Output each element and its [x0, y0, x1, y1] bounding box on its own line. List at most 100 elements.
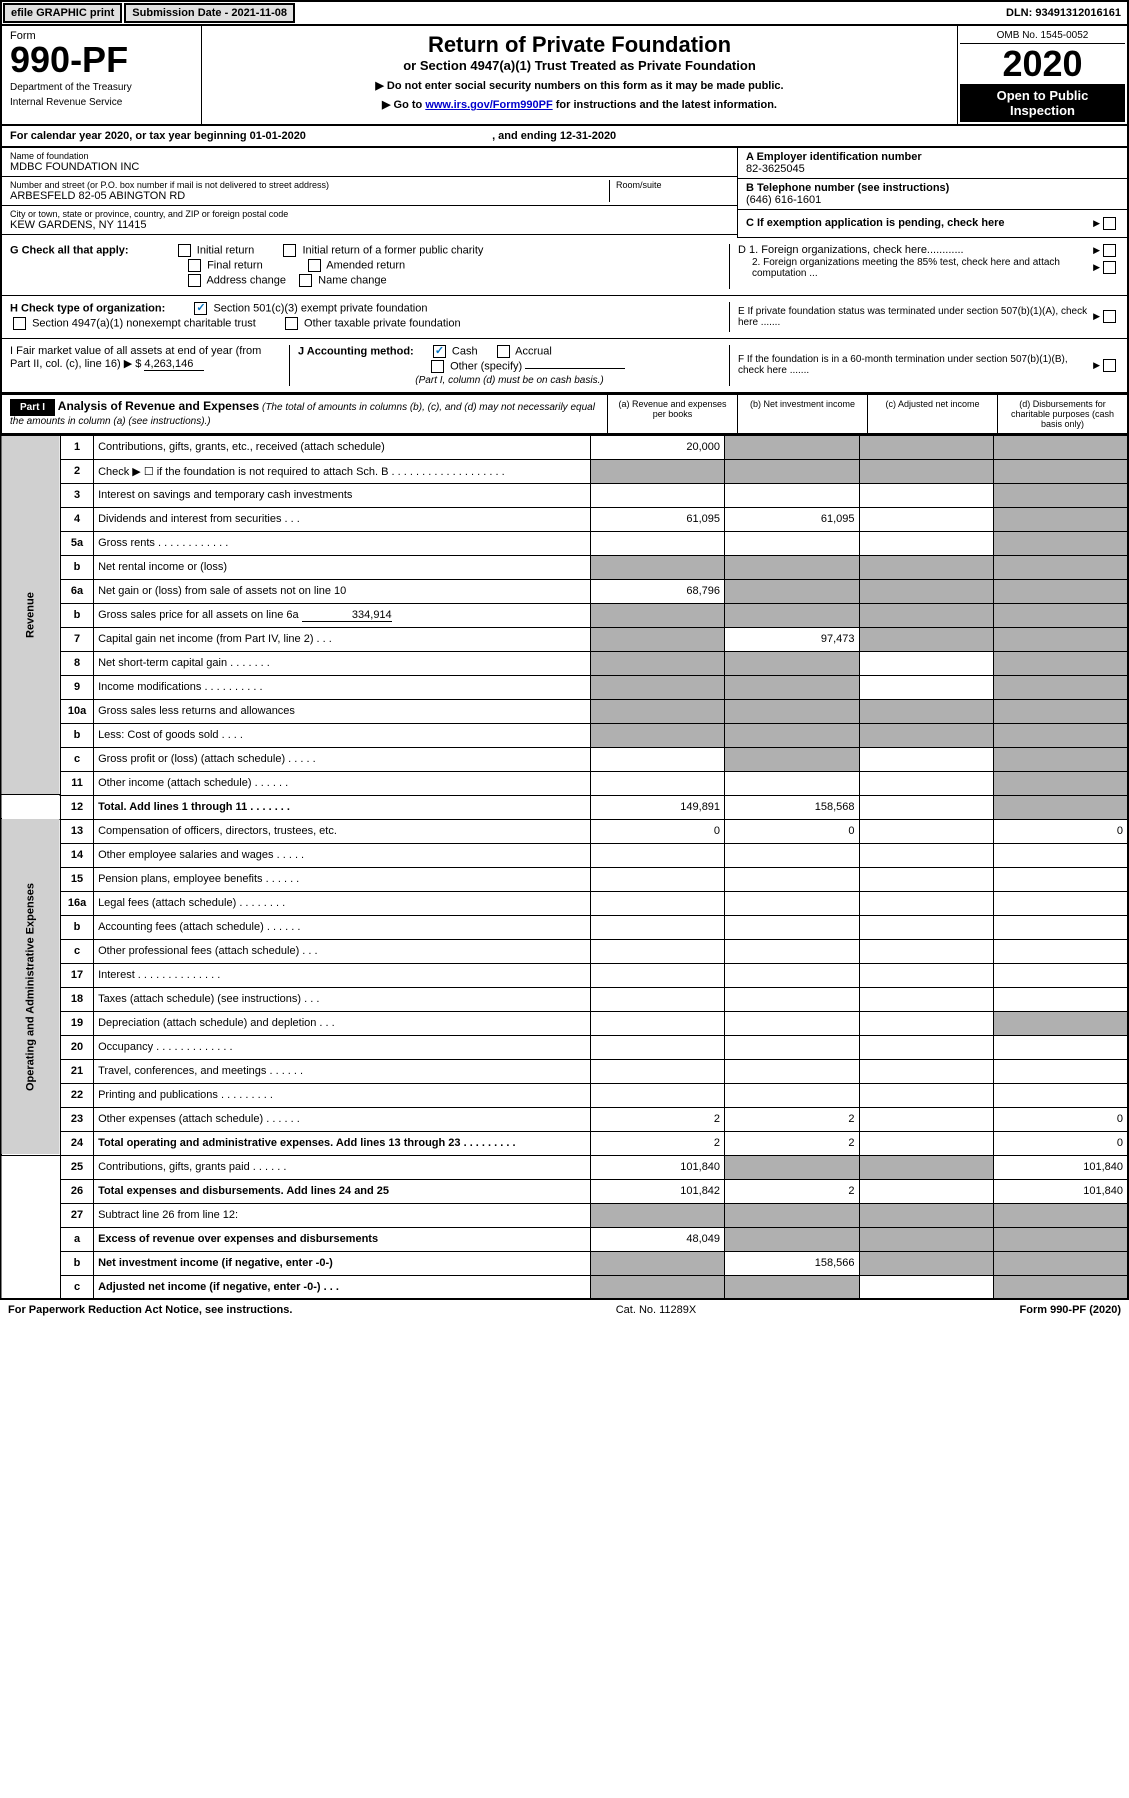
h-4947-label: Section 4947(a)(1) nonexempt charitable …: [32, 317, 256, 329]
col-a-value: [590, 699, 724, 723]
ein-cell: A Employer identification number 82-3625…: [738, 148, 1127, 179]
line-num: 14: [60, 843, 93, 867]
e-terminated-checkbox[interactable]: [1103, 310, 1116, 323]
col-d-value: [993, 627, 1128, 651]
g-d-section: G Check all that apply: Initial return I…: [0, 238, 1129, 296]
table-row: 11 Other income (attach schedule) . . . …: [1, 771, 1128, 795]
col-b-value: [725, 555, 859, 579]
line-num: 19: [60, 1011, 93, 1035]
col-c-value: [859, 699, 993, 723]
j-other-checkbox[interactable]: [431, 360, 444, 373]
col-c-value: [859, 603, 993, 627]
j-accrual-checkbox[interactable]: [497, 345, 510, 358]
col-b-value: [725, 531, 859, 555]
col-a-value: [590, 531, 724, 555]
table-row: aExcess of revenue over expenses and dis…: [1, 1227, 1128, 1251]
line-desc: Net investment income (if negative, ente…: [94, 1251, 591, 1275]
col-c-value: [859, 747, 993, 771]
line-num: 8: [60, 651, 93, 675]
col-c-value: [859, 507, 993, 531]
ssn-warning: ▶ Do not enter social security numbers o…: [208, 79, 951, 92]
col-c-value: [859, 555, 993, 579]
g-initial-checkbox[interactable]: [178, 244, 191, 257]
table-row: bNet investment income (if negative, ent…: [1, 1251, 1128, 1275]
col-a-value: [590, 459, 724, 483]
efile-print-button[interactable]: efile GRAPHIC print: [3, 3, 122, 23]
line-num: 2: [60, 459, 93, 483]
g-initial-label: Initial return: [197, 244, 254, 256]
dln-value: 93491312016161: [1035, 7, 1121, 19]
h-4947-checkbox[interactable]: [13, 317, 26, 330]
c-exemption-checkbox[interactable]: [1103, 217, 1116, 230]
header-right: OMB No. 1545-0052 2020 Open to Public In…: [957, 26, 1127, 124]
line-num: b: [60, 603, 93, 627]
g-final-checkbox[interactable]: [188, 259, 201, 272]
d2-checkbox[interactable]: [1103, 261, 1116, 274]
table-row: bAccounting fees (attach schedule) . . .…: [1, 915, 1128, 939]
form990pf-link[interactable]: www.irs.gov/Form990PF: [425, 99, 552, 111]
line-num: c: [60, 747, 93, 771]
cal-prefix: For calendar year 2020, or tax year begi…: [10, 130, 250, 142]
col-b-value: [725, 603, 859, 627]
table-row: 25Contributions, gifts, grants paid . . …: [1, 1155, 1128, 1179]
h-501c3-checkbox[interactable]: [194, 302, 207, 315]
col-a-value: [590, 483, 724, 507]
table-row: 20Occupancy . . . . . . . . . . . . .: [1, 1035, 1128, 1059]
col-d-value: [993, 699, 1128, 723]
calendar-year-row: For calendar year 2020, or tax year begi…: [0, 126, 1129, 148]
line-desc: Capital gain net income (from Part IV, l…: [94, 627, 591, 651]
col-c-value: [859, 483, 993, 507]
dept-treasury: Department of the Treasury: [10, 82, 193, 93]
open-public-line2: Inspection: [964, 103, 1121, 118]
line-desc: Net rental income or (loss): [94, 555, 591, 579]
line-num: b: [60, 1251, 93, 1275]
table-row: 5a Gross rents . . . . . . . . . . . .: [1, 531, 1128, 555]
line-num: 7: [60, 627, 93, 651]
table-row: 2 Check ▶ ☐ if the foundation is not req…: [1, 459, 1128, 483]
col-a-value: [590, 555, 724, 579]
expenses-side-label: Operating and Administrative Expenses: [1, 819, 60, 1155]
j-note: (Part I, column (d) must be on cash basi…: [298, 375, 721, 386]
h-other-checkbox[interactable]: [285, 317, 298, 330]
col-b-value: 0: [725, 819, 859, 843]
line-desc: Subtract line 26 from line 12:: [94, 1203, 591, 1227]
line-desc: Less: Cost of goods sold . . . .: [94, 723, 591, 747]
j-cash-checkbox[interactable]: [433, 345, 446, 358]
col-d-value: [993, 795, 1128, 819]
j-other-label: Other (specify): [450, 360, 522, 372]
g-final-label: Final return: [207, 259, 263, 271]
h-e-section: H Check type of organization: Section 50…: [0, 296, 1129, 339]
col-b-value: 2: [725, 1107, 859, 1131]
col-a-header: (a) Revenue and expenses per books: [607, 395, 737, 433]
col-b-value: 2: [725, 1179, 859, 1203]
f-60month-checkbox[interactable]: [1103, 359, 1116, 372]
line-num: 4: [60, 507, 93, 531]
g-name-checkbox[interactable]: [299, 274, 312, 287]
revenue-side-label: Revenue: [1, 435, 60, 795]
tax-year: 2020: [960, 44, 1125, 84]
col-a-value: 68,796: [590, 579, 724, 603]
line-num: 6a: [60, 579, 93, 603]
line-desc: Income modifications . . . . . . . . . .: [94, 675, 591, 699]
col-b-value: 2: [725, 1131, 859, 1155]
d-foreign-block: D 1. Foreign organizations, check here..…: [729, 244, 1119, 289]
g-amended-checkbox[interactable]: [308, 259, 321, 272]
open-public-line1: Open to Public: [964, 88, 1121, 103]
city-cell: City or town, state or province, country…: [2, 206, 737, 235]
line-desc: Adjusted net income (if negative, enter …: [94, 1275, 591, 1299]
col-b-value: [725, 747, 859, 771]
col-c-value: [859, 531, 993, 555]
cal-end: 12-31-2020: [560, 130, 616, 142]
line-num: 13: [60, 819, 93, 843]
col-d-value: [993, 771, 1128, 795]
col-b-header: (b) Net investment income: [737, 395, 867, 433]
submission-date: Submission Date - 2021-11-08: [124, 3, 295, 23]
table-row: 18Taxes (attach schedule) (see instructi…: [1, 987, 1128, 1011]
goto-suffix: for instructions and the latest informat…: [553, 99, 777, 111]
col-a-value: 149,891: [590, 795, 724, 819]
g-address-checkbox[interactable]: [188, 274, 201, 287]
table-row: 7 Capital gain net income (from Part IV,…: [1, 627, 1128, 651]
col-c-value: [859, 435, 993, 459]
d1-checkbox[interactable]: [1103, 244, 1116, 257]
g-initial-former-checkbox[interactable]: [283, 244, 296, 257]
